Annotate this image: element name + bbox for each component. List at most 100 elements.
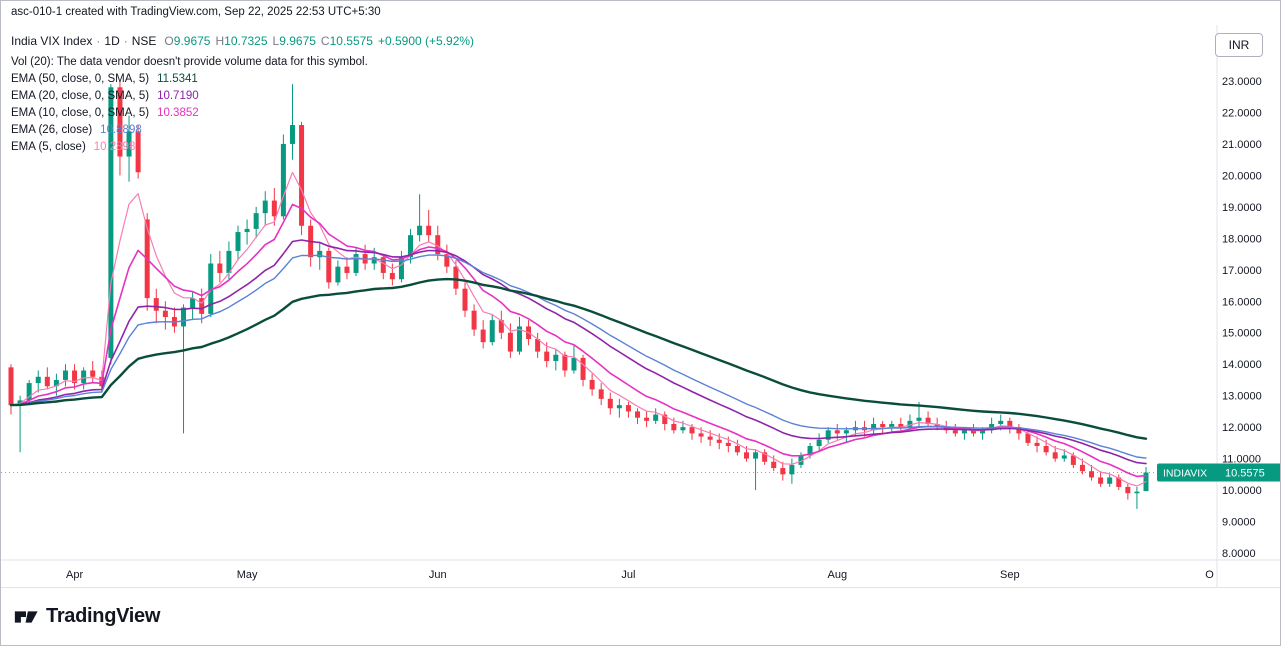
candle-body [453,266,459,289]
high-value: 10.7325 [224,34,268,48]
candle-body [834,430,840,434]
pane-separators [1,25,1280,589]
candle-body [952,430,958,434]
tradingview-logo[interactable]: TradingView [13,604,160,630]
tradingview-logo-icon [14,610,38,623]
candle-body [17,400,23,406]
candle-body [380,257,386,273]
price-tag-value: 10.5575 [1225,468,1265,480]
price-axis-label: 23.0000 [1222,76,1262,88]
candle-body [907,420,913,428]
candle-body [44,376,50,387]
candle-body [253,213,259,229]
candle-body [916,417,922,421]
candle-body [1034,442,1040,447]
indicator-row-ema20[interactable]: EMA (20, close, 0, SMA, 5) 10.7190 [11,88,474,105]
candle-body [1079,464,1085,472]
candle-body [780,468,786,475]
candle-body [444,254,450,267]
open-value: 9.9675 [173,34,211,48]
candle-body [208,263,214,314]
price-axis-label: 17.0000 [1222,265,1262,277]
price-axis-label: 14.0000 [1222,359,1262,371]
candle-body [271,200,277,217]
candle-body [762,452,768,462]
separator-dot: · [123,34,128,48]
candle-body [1061,455,1067,459]
candle-body [417,225,423,236]
candle-body [816,439,822,447]
candle-body [398,257,404,280]
chart-pane[interactable]: 8.0000 9.0000 10.0000 11.0000 12.0000 13.0000… [1,1,1281,589]
indicator-row-ema10[interactable]: EMA (10, close, 0, SMA, 5) 10.3852 [11,105,474,122]
candle-body [589,379,595,390]
candle-body [516,326,522,352]
candle-body [743,452,749,459]
candle-body [1043,446,1049,453]
indicator-value: 10.2898 [93,141,136,153]
indicator-row-ema50[interactable]: EMA (50, close, 0, SMA, 5) 11.5341 [11,71,474,88]
time-axis-label: Apr [66,569,83,581]
candle-body [462,288,468,311]
time-axis-label: Jun [429,569,447,581]
candle-body [1098,477,1104,484]
price-axis-label: 18.0000 [1222,233,1262,245]
price-axis-label: 15.0000 [1222,328,1262,340]
price-tag: INDIAVIX 10.5575 [1157,463,1280,482]
candle-body [299,125,305,226]
candle-body [998,420,1004,424]
candle-body [1125,486,1131,494]
symbol-row[interactable]: India VIX Index · 1D · NSE O9.9675 H10.7325 L9.… [11,33,474,54]
price-tag-symbol: INDIAVIX [1163,468,1207,480]
candle-body [970,430,976,434]
price-axis-label: 22.0000 [1222,107,1262,119]
candle-body [580,357,586,380]
candle-body [389,272,395,280]
indicator-row-ema5[interactable]: EMA (5, close) 10.2898 [11,139,474,156]
time-axis-label: Aug [827,569,847,581]
price-axis[interactable]: 8.0000 9.0000 10.0000 11.0000 12.0000 13.0000… [1222,76,1262,560]
interval-label: 1D [104,34,120,48]
candle-body [117,87,123,157]
currency-unit-button[interactable]: INR [1215,33,1263,57]
price-axis-label: 19.0000 [1222,202,1262,214]
candle-body [689,427,695,434]
volume-indicator-row[interactable]: Vol (20): The data vendor doesn't provid… [11,56,368,68]
candle-body [662,414,668,424]
price-axis-label: 16.0000 [1222,296,1262,308]
candle-body [153,298,159,311]
candle-body [571,357,577,371]
candle-body [35,376,41,384]
indicator-row-ema26[interactable]: EMA (26, close) 10.8898 [11,122,474,139]
candle-body [625,405,631,412]
open-label: O [164,34,174,48]
candle-body [598,389,604,399]
symbol-name: India VIX Index [11,34,93,48]
candle-body [408,235,414,258]
exchange-label: NSE [131,34,157,48]
candle-body [335,266,341,283]
candle-body [798,455,804,465]
candle-body [181,307,187,327]
candles-layer [8,81,1149,509]
tradingview-logo-text: TradingView [46,605,161,627]
time-axis[interactable]: Apr May Jun Jul Aug Sep O [66,569,1214,581]
indicator-label: EMA (20, close, 0, SMA, 5) [11,90,150,102]
candle-body [135,131,141,173]
candle-body [199,298,205,314]
candle-body [498,320,504,333]
candle-body [81,370,87,384]
ema-50-line [9,277,1148,440]
candle-body [72,370,78,384]
candle-body [353,254,359,273]
ema-10-line [10,203,1147,478]
time-axis-label: Jul [621,569,635,581]
candle-body [1089,471,1095,478]
indicator-label: EMA (26, close) [11,124,93,136]
candle-body [1016,427,1022,434]
candle-body [880,423,886,428]
candle-body [344,266,350,273]
candle-body [553,354,559,362]
low-value: 9.9675 [279,34,316,48]
candle-body [698,433,704,437]
